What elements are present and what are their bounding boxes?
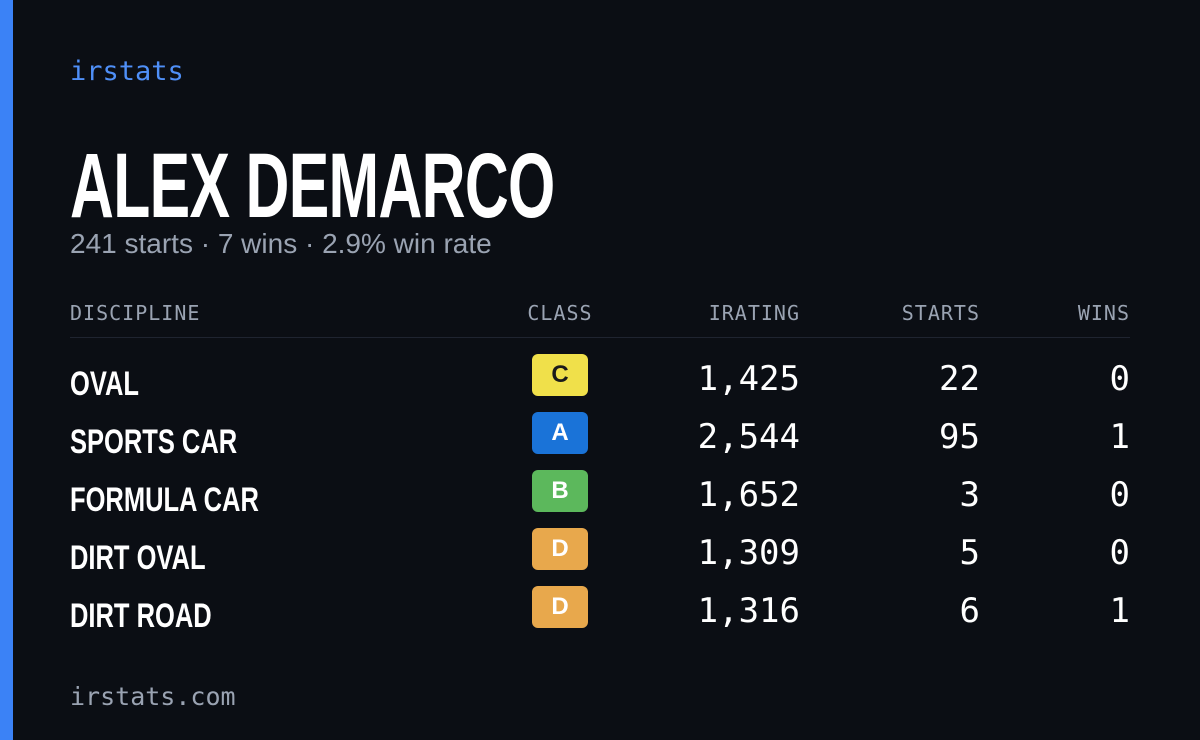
summary: 241 starts · 7 wins · 2.9% win rate (70, 228, 492, 259)
irating: 1,425 (697, 359, 800, 399)
starts: 5 (959, 533, 980, 573)
footer-link[interactable]: irstats.com (70, 682, 236, 711)
irating: 1,316 (697, 591, 800, 631)
starts: 6 (959, 591, 980, 631)
wins-header: WINS (1077, 301, 1130, 325)
class-badge: D (532, 586, 588, 628)
wins: 0 (1109, 533, 1130, 573)
irating-header: IRATING (708, 301, 800, 325)
class-badge: A (532, 412, 588, 454)
irating: 2,544 (697, 417, 800, 457)
class-badge: B (532, 470, 588, 512)
class-badge: D (532, 528, 588, 570)
starts: 3 (959, 475, 980, 515)
driver-name: ALEX DEMARCO (70, 135, 555, 237)
starts: 22 (939, 359, 980, 399)
discipline: SPORTS CAR (70, 423, 238, 461)
irating: 1,652 (697, 475, 800, 515)
discipline: OVAL (70, 365, 139, 403)
wins: 0 (1109, 359, 1130, 399)
starts-header: STARTS (901, 301, 980, 325)
accent-bar (0, 0, 13, 740)
irating: 1,309 (697, 533, 800, 573)
discipline: DIRT OVAL (70, 539, 206, 577)
wins: 1 (1109, 591, 1130, 631)
discipline: FORMULA CAR (70, 481, 259, 519)
starts: 95 (939, 417, 980, 457)
wins: 1 (1109, 417, 1130, 457)
discipline: DIRT ROAD (70, 597, 212, 635)
wins: 0 (1109, 475, 1130, 515)
class-badge: C (532, 354, 588, 396)
class-header: CLASS (527, 301, 593, 325)
discipline-header: DISCIPLINE (70, 301, 201, 325)
header-rule (70, 337, 1130, 338)
brand: irstats (70, 56, 184, 87)
